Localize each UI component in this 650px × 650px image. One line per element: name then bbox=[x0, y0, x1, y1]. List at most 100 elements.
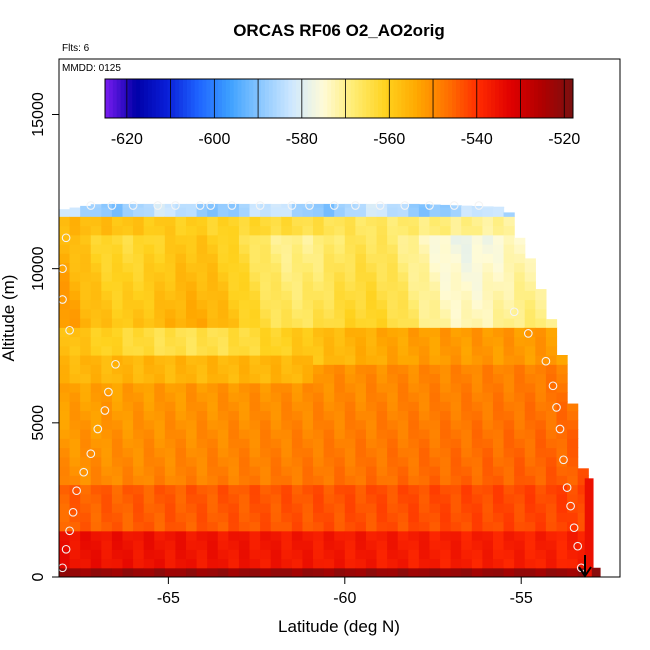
heatmap-cell bbox=[492, 503, 505, 513]
heatmap-cell bbox=[376, 493, 388, 504]
colorbar-segment bbox=[206, 79, 211, 118]
colorbar-segment bbox=[171, 79, 176, 118]
heatmap-cell bbox=[408, 530, 420, 541]
heatmap-cell bbox=[90, 540, 102, 550]
colorbar-tick-label: -620 bbox=[111, 131, 143, 148]
heatmap-cell bbox=[196, 318, 208, 328]
heatmap-cell bbox=[397, 216, 409, 227]
heatmap-cell bbox=[524, 308, 536, 319]
heatmap-cell bbox=[482, 373, 494, 384]
heatmap-cell bbox=[217, 493, 229, 504]
heatmap-cell bbox=[334, 281, 346, 291]
heatmap-cell bbox=[323, 271, 335, 282]
heatmap-cell bbox=[207, 419, 219, 430]
heatmap-cell bbox=[164, 299, 177, 310]
heatmap-cell bbox=[334, 567, 346, 577]
heatmap-cell bbox=[186, 373, 198, 384]
heatmap-cell bbox=[133, 290, 145, 301]
heatmap-cell bbox=[196, 410, 208, 421]
heatmap-cell bbox=[471, 456, 483, 467]
heatmap-cell bbox=[133, 355, 145, 365]
heatmap-cell bbox=[334, 521, 346, 532]
heatmap-cell bbox=[323, 355, 335, 365]
heatmap-cell bbox=[567, 466, 579, 476]
heatmap-cell bbox=[260, 234, 272, 245]
heatmap-cell bbox=[164, 503, 177, 513]
heatmap-cell bbox=[440, 327, 452, 338]
heatmap-cell bbox=[59, 438, 71, 449]
heatmap-cell bbox=[143, 429, 155, 439]
heatmap-cell bbox=[492, 327, 505, 338]
heatmap-cell bbox=[482, 392, 494, 402]
heatmap-cell bbox=[90, 521, 102, 532]
heatmap-cell bbox=[365, 281, 378, 291]
heatmap-cell bbox=[418, 281, 431, 291]
heatmap-cell bbox=[503, 567, 515, 577]
heatmap-cell bbox=[418, 567, 431, 577]
heatmap-cell bbox=[376, 512, 388, 523]
heatmap-cell bbox=[196, 271, 208, 282]
heatmap-cell bbox=[408, 355, 420, 365]
heatmap-cell bbox=[461, 318, 473, 328]
heatmap-cell bbox=[344, 382, 356, 393]
heatmap-cell bbox=[450, 429, 462, 439]
heatmap-cell bbox=[69, 503, 81, 513]
heatmap-cell bbox=[154, 373, 166, 384]
heatmap-cell bbox=[133, 203, 145, 208]
colorbar-segment bbox=[413, 79, 418, 118]
heatmap-cell bbox=[281, 530, 293, 541]
heatmap-cell bbox=[334, 456, 346, 467]
heatmap-cell bbox=[80, 234, 92, 245]
heatmap-cell bbox=[323, 216, 335, 227]
heatmap-cell bbox=[69, 530, 81, 541]
heatmap-cell bbox=[164, 530, 177, 541]
heatmap-cell bbox=[175, 345, 187, 356]
heatmap-cell bbox=[418, 253, 431, 264]
heatmap-cell bbox=[143, 466, 155, 476]
heatmap-cell bbox=[291, 253, 304, 264]
measurement-point bbox=[566, 501, 575, 511]
heatmap-cell bbox=[217, 484, 229, 495]
heatmap-cell bbox=[217, 382, 229, 393]
heatmap-cell bbox=[302, 281, 314, 291]
heatmap-cell bbox=[281, 429, 293, 439]
heatmap-cell bbox=[133, 429, 145, 439]
heatmap-cell bbox=[577, 530, 589, 541]
heatmap-cell bbox=[365, 512, 378, 523]
heatmap-cell bbox=[260, 484, 272, 495]
heatmap-cell bbox=[387, 364, 399, 375]
heatmap-cell bbox=[207, 207, 219, 217]
heatmap-cell bbox=[217, 318, 229, 328]
heatmap-cell bbox=[207, 549, 219, 560]
heatmap-cell bbox=[133, 308, 145, 319]
heatmap-cell bbox=[133, 244, 145, 254]
heatmap-cell bbox=[355, 401, 367, 412]
heatmap-cell bbox=[228, 521, 240, 532]
heatmap-cell bbox=[461, 512, 473, 523]
heatmap-cell bbox=[408, 299, 420, 310]
heatmap-cell bbox=[291, 456, 304, 467]
measurement-point bbox=[171, 201, 180, 210]
heatmap-cell bbox=[186, 271, 198, 282]
heatmap-cell bbox=[143, 355, 155, 365]
heatmap-cell bbox=[270, 207, 282, 217]
heatmap-cell bbox=[418, 493, 431, 504]
heatmap-cell bbox=[302, 345, 314, 356]
heatmap-cell bbox=[334, 493, 346, 504]
heatmap-cell bbox=[228, 345, 240, 356]
measurement-point bbox=[474, 201, 484, 210]
heatmap-cell bbox=[186, 281, 198, 291]
heatmap-cell bbox=[260, 392, 272, 402]
heatmap-cell bbox=[429, 290, 441, 301]
colorbar-segment bbox=[456, 79, 461, 118]
heatmap-cell bbox=[503, 216, 515, 227]
heatmap-cell bbox=[154, 281, 166, 291]
heatmap-cell bbox=[503, 327, 515, 338]
heatmap-cell bbox=[238, 419, 251, 430]
heatmap-cell bbox=[122, 475, 134, 486]
heatmap-cell bbox=[408, 429, 420, 439]
heatmap-cell bbox=[80, 447, 92, 458]
heatmap-cell bbox=[175, 382, 187, 393]
heatmap-cell bbox=[111, 262, 124, 273]
heatmap-cell bbox=[334, 475, 346, 486]
